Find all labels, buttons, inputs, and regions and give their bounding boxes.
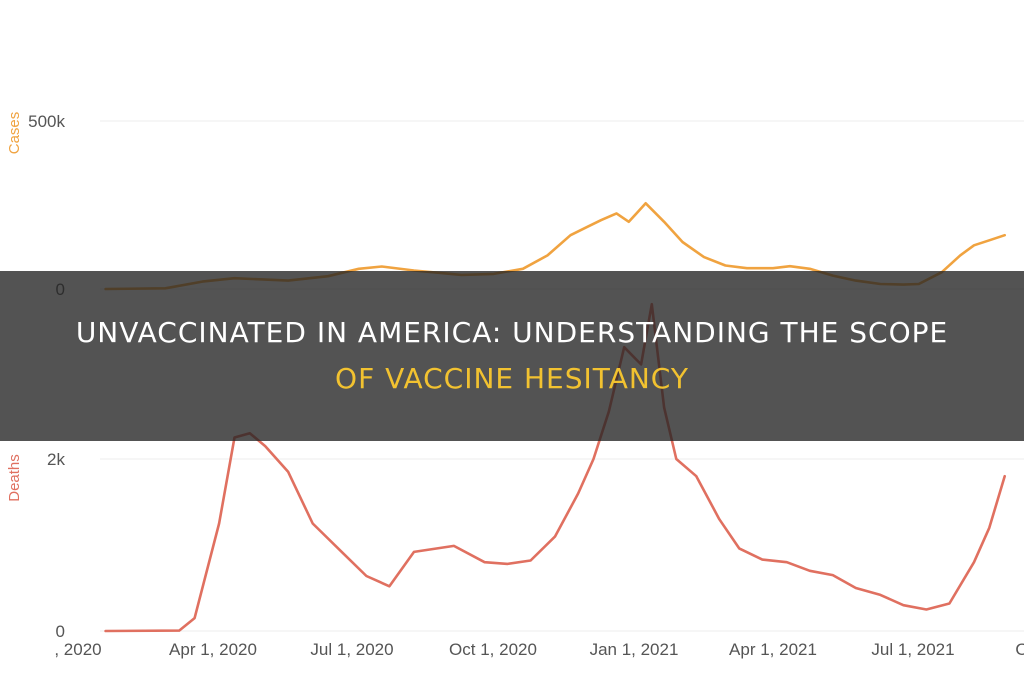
y-tick-label: 500k xyxy=(28,112,65,131)
x-tick-label: Jul 1, 2021 xyxy=(871,640,954,659)
x-tick-label: Jan 1, 2021 xyxy=(590,640,679,659)
headline-line-1: UNVACCINATED IN AMERICA: UNDERSTANDING T… xyxy=(75,316,949,349)
headline-banner: UNVACCINATED IN AMERICA: UNDERSTANDING T… xyxy=(0,271,1024,441)
x-tick-label: O xyxy=(1015,640,1024,659)
x-tick-label: Oct 1, 2020 xyxy=(449,640,537,659)
x-tick-label: Apr 1, 2020 xyxy=(169,640,257,659)
y-tick-label: 0 xyxy=(56,622,65,641)
headline-line-2: OF VACCINE HESITANCY xyxy=(335,362,689,395)
cases-axis-title: Cases xyxy=(6,112,23,155)
x-tick-label: , 2020 xyxy=(54,640,101,659)
x-tick-label: Jul 1, 2020 xyxy=(310,640,393,659)
y-tick-label: 2k xyxy=(47,450,65,469)
deaths-axis-title: Deaths xyxy=(6,454,23,502)
x-tick-label: Apr 1, 2021 xyxy=(729,640,817,659)
